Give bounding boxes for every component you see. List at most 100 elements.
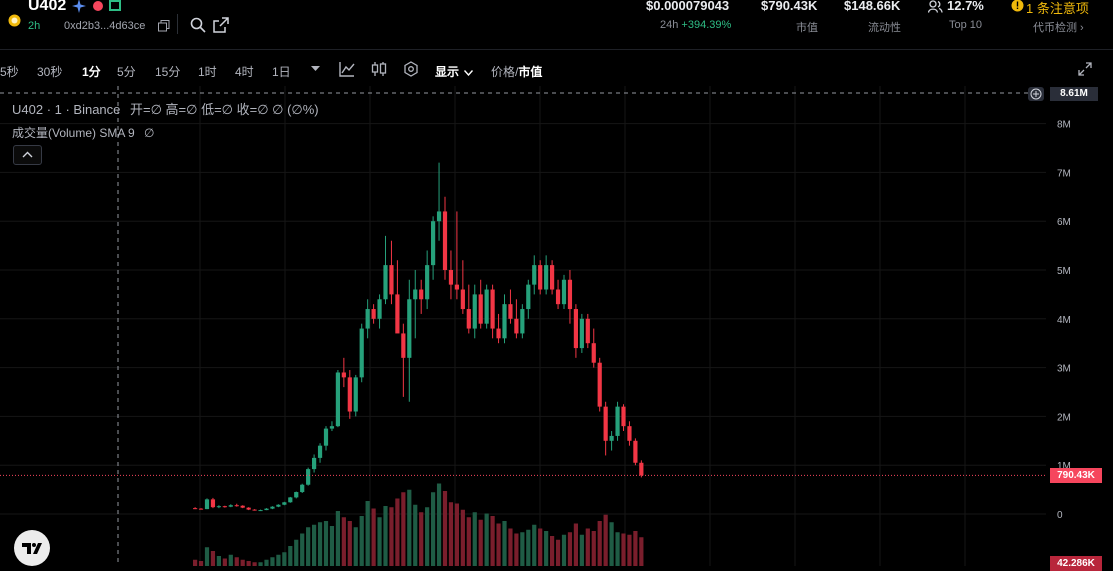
candle-body <box>359 328 364 378</box>
volume-bar <box>222 558 227 566</box>
volume-bar <box>329 526 335 566</box>
volume-bar <box>419 512 424 566</box>
volume-bar <box>490 516 495 566</box>
candle-body <box>210 499 216 508</box>
y-tick-label: 6M <box>1057 217 1071 228</box>
chevron-up-icon <box>22 151 33 158</box>
add-alert-button[interactable] <box>1028 87 1044 101</box>
volume-bar <box>234 557 239 566</box>
price-toggle[interactable]: 价格 <box>491 65 516 79</box>
candle-body <box>627 426 632 441</box>
interval-5s[interactable]: 5秒 <box>0 65 19 79</box>
token-address[interactable]: 0xd2b3...4d63ce <box>64 20 146 32</box>
volume-bar <box>591 531 596 566</box>
interval-1h[interactable]: 1时 <box>198 65 217 79</box>
candle-body <box>419 289 424 300</box>
volume-bar <box>401 492 406 566</box>
y-tick-label: 7M <box>1057 168 1071 179</box>
candle-body <box>442 211 448 270</box>
tradingview-logo[interactable] <box>14 530 50 566</box>
volume-bar <box>312 524 317 566</box>
copy-icon[interactable] <box>158 20 170 32</box>
interval-30s[interactable]: 30秒 <box>37 65 63 79</box>
volume-legend: 成交量(Volume) SMA 9 ∅ <box>12 124 155 141</box>
candle-body <box>222 506 227 508</box>
caret-down-icon[interactable] <box>311 66 320 72</box>
volume-bar <box>240 559 245 566</box>
chevron-down-icon <box>464 70 474 77</box>
interval-15m[interactable]: 15分 <box>155 65 181 79</box>
interval-1d[interactable]: 1日 <box>272 65 291 79</box>
volume-null: ∅ <box>144 126 155 140</box>
volume-bar <box>460 509 465 566</box>
volume-bar <box>228 554 233 566</box>
chart-grid <box>0 86 1046 566</box>
candle-body <box>538 265 543 290</box>
mcap-toggle[interactable]: 市值 <box>518 65 543 79</box>
volume-bar <box>288 546 293 566</box>
candle-body <box>234 505 239 507</box>
change-value: +394.39% <box>681 19 732 31</box>
interval-4h[interactable]: 4时 <box>235 65 254 79</box>
chain-icon <box>109 0 121 11</box>
settings-hex-icon[interactable] <box>403 61 419 77</box>
candles <box>193 162 644 512</box>
indicators-icon[interactable] <box>339 61 355 77</box>
y-tick-label: 0 <box>1057 510 1063 521</box>
candle-body <box>448 270 454 285</box>
volume-bar <box>413 504 418 566</box>
share-icon[interactable] <box>213 17 229 33</box>
change-label: 24h +394.39% <box>660 19 732 31</box>
display-menu[interactable]: 显示 <box>435 63 474 80</box>
volume-bar <box>282 552 287 566</box>
candle-body <box>288 497 293 503</box>
candle-body <box>585 318 590 344</box>
volume-bar <box>555 539 561 566</box>
price-axis[interactable]: 8M 7M 6M 5M 4M 3M 2M 1M 0 <box>1057 120 1071 521</box>
volume-bar <box>615 532 620 566</box>
candle-body <box>484 289 489 324</box>
candle-body <box>264 508 269 511</box>
candle-style-icon[interactable] <box>371 61 387 77</box>
interval-5m[interactable]: 5分 <box>117 65 136 79</box>
volume-bar <box>603 514 608 566</box>
volume-title: 成交量(Volume) SMA 9 <box>12 126 135 140</box>
volume-bar <box>550 536 555 566</box>
volume-bar <box>431 492 436 566</box>
collapse-legend-button[interactable] <box>13 145 42 165</box>
fullscreen-icon[interactable] <box>1078 62 1092 76</box>
candle-body <box>335 372 340 427</box>
sparkle-icon <box>72 0 86 13</box>
candle-body <box>621 406 626 427</box>
volume-bar <box>294 539 299 566</box>
volume-bar <box>353 527 358 566</box>
token-check-link[interactable]: 代币检测 › <box>1033 22 1084 34</box>
volume-bar <box>526 529 531 566</box>
candle-body <box>353 377 358 412</box>
volume-bar <box>246 561 251 566</box>
crosshair-price-tag: 8.61M <box>1050 87 1098 101</box>
volume-bar <box>323 521 329 566</box>
candle-body <box>550 265 555 290</box>
top10-value: 12.7% <box>947 0 984 13</box>
candle-body <box>395 294 400 334</box>
candle-body <box>591 343 596 363</box>
volume-bar <box>478 519 483 566</box>
risk-count[interactable]: 1 条注意项 <box>1026 1 1089 16</box>
search-icon[interactable] <box>190 17 206 33</box>
candle-body <box>633 440 638 463</box>
volume-bar <box>639 537 644 566</box>
volume-bar <box>347 521 352 566</box>
candle-body <box>276 504 281 507</box>
price-chart[interactable]: 8M 7M 6M 5M 4M 3M 2M 1M 0 <box>0 86 1113 566</box>
volume-bar <box>484 513 489 566</box>
volume-bar <box>252 562 257 566</box>
series-title: U402 · 1 · Binance <box>12 102 121 117</box>
interval-1m[interactable]: 1分 <box>82 65 101 79</box>
volume-bar <box>532 524 537 566</box>
candle-body <box>502 304 507 339</box>
volume-bar <box>335 511 340 566</box>
ohlc-values: 开=∅ 高=∅ 低=∅ 收=∅ ∅ (∅%) <box>130 102 319 117</box>
volume-bar <box>621 533 626 566</box>
volume-bar <box>579 534 584 566</box>
